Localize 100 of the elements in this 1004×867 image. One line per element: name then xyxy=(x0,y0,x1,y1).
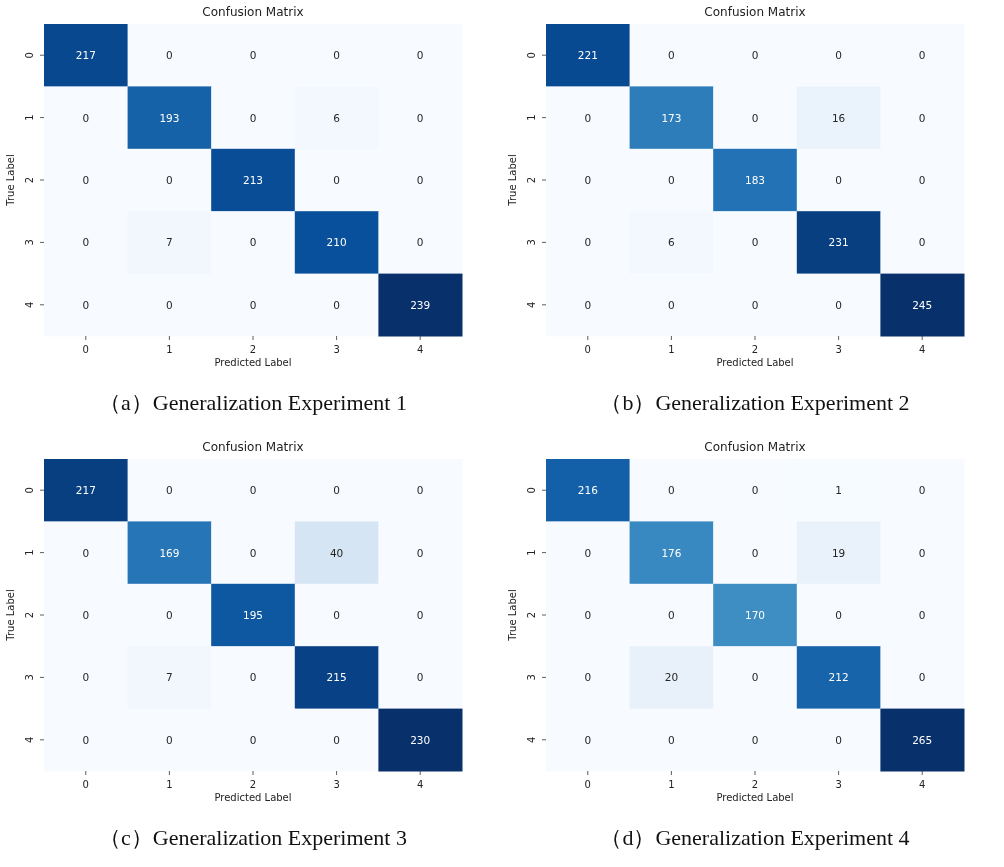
data-label: 195 xyxy=(242,609,264,621)
data-label: 0 xyxy=(835,609,842,621)
x-tick-label: 2 xyxy=(249,779,257,790)
y-tick-label: 4 xyxy=(526,301,537,308)
data-label: 0 xyxy=(82,111,90,124)
y-tick-label: 4 xyxy=(24,301,35,308)
chart-title: Confusion Matrix xyxy=(704,440,806,454)
data-label: 0 xyxy=(166,484,173,497)
x-tick-label: 4 xyxy=(417,779,424,790)
data-label: 0 xyxy=(249,733,257,746)
data-label: 0 xyxy=(751,733,759,746)
data-label: 0 xyxy=(416,671,424,684)
data-label: 0 xyxy=(82,298,90,311)
x-tick-label: 1 xyxy=(668,779,675,790)
x-axis-title: Predicted Label xyxy=(214,792,292,803)
text: （b）Generalization Experiment 2 xyxy=(600,390,910,415)
data-label: 0 xyxy=(416,546,424,559)
x-tick-label: 2 xyxy=(751,779,759,790)
data-label: 0 xyxy=(82,609,90,621)
data-label: 176 xyxy=(661,546,682,559)
data-label: 215 xyxy=(326,671,347,684)
data-label: 0 xyxy=(416,49,424,62)
x-tick-label: 4 xyxy=(417,344,424,355)
x-tick-label: 3 xyxy=(333,344,340,355)
data-label: 170 xyxy=(744,609,766,621)
data-label: 0 xyxy=(249,671,257,684)
data-label: 210 xyxy=(326,236,347,249)
x-tick-label: 2 xyxy=(751,344,759,355)
data-label: 0 xyxy=(751,484,759,497)
data-label: 0 xyxy=(166,174,173,186)
x-tick-label: 4 xyxy=(919,779,926,790)
y-tick-label: 3 xyxy=(526,239,537,246)
data-label: 0 xyxy=(416,609,424,621)
y-tick-label: 2 xyxy=(24,611,35,619)
data-label: 169 xyxy=(159,546,180,559)
data-label: 0 xyxy=(249,111,257,124)
data-label: 0 xyxy=(584,546,592,559)
data-label: 0 xyxy=(249,298,257,311)
data-label: 0 xyxy=(584,111,592,124)
data-label: 173 xyxy=(661,111,682,124)
data-label: 0 xyxy=(918,546,926,559)
data-label: 0 xyxy=(584,174,592,186)
x-tick-label: 4 xyxy=(919,344,926,355)
y-tick-label: 3 xyxy=(526,674,537,681)
data-label: 0 xyxy=(668,733,675,746)
data-label: 0 xyxy=(751,49,759,62)
data-label: 239 xyxy=(410,298,431,311)
data-label: 0 xyxy=(584,671,592,684)
y-tick-label: 1 xyxy=(526,114,537,121)
chart-title: Confusion Matrix xyxy=(202,5,304,19)
data-label: 0 xyxy=(584,733,592,746)
x-axis-title: Predicted Label xyxy=(716,792,794,803)
data-label: 0 xyxy=(166,609,173,621)
data-label: 0 xyxy=(751,671,759,684)
data-label: 0 xyxy=(584,609,592,621)
data-label: 0 xyxy=(416,484,424,497)
y-tick-label: 3 xyxy=(24,239,35,246)
data-label: 0 xyxy=(333,49,340,62)
data-label: 245 xyxy=(912,298,933,311)
x-tick-label: 1 xyxy=(166,344,173,355)
text: （a）Generalization Experiment 1 xyxy=(99,390,407,415)
data-label: 7 xyxy=(166,236,173,249)
data-label: 0 xyxy=(333,298,340,311)
data-label: 0 xyxy=(416,174,424,186)
y-tick-label: 0 xyxy=(24,52,35,59)
data-label: 7 xyxy=(166,671,173,684)
data-label: 265 xyxy=(912,733,933,746)
y-tick-label: 3 xyxy=(24,674,35,681)
y-tick-label: 1 xyxy=(526,549,537,556)
data-label: 0 xyxy=(166,49,173,62)
chart-title: Confusion Matrix xyxy=(704,5,806,19)
data-label: 0 xyxy=(668,484,675,497)
data-label: 183 xyxy=(744,174,766,186)
data-label: 0 xyxy=(333,733,340,746)
y-axis-title: True Label xyxy=(507,154,518,207)
x-tick-label: 1 xyxy=(166,779,173,790)
data-label: 0 xyxy=(918,609,926,621)
text: （d）Generalization Experiment 4 xyxy=(600,825,910,850)
data-label: 0 xyxy=(918,174,926,186)
y-axis-title: True Label xyxy=(5,154,16,207)
data-label: 0 xyxy=(82,236,90,249)
data-label: 213 xyxy=(242,174,264,186)
data-label: 0 xyxy=(835,49,842,62)
x-tick-label: 3 xyxy=(835,779,842,790)
x-tick-label: 2 xyxy=(249,344,257,355)
data-label: 0 xyxy=(584,236,592,249)
data-label: 0 xyxy=(668,174,675,186)
data-label: 0 xyxy=(918,111,926,124)
data-label: 0 xyxy=(918,671,926,684)
x-axis-title: Predicted Label xyxy=(716,357,794,368)
y-tick-label: 2 xyxy=(526,611,537,619)
data-label: 0 xyxy=(249,546,257,559)
data-label: 0 xyxy=(249,49,257,62)
data-label: 0 xyxy=(333,609,340,621)
data-label: 6 xyxy=(668,236,676,249)
y-tick-label: 1 xyxy=(24,114,35,121)
data-label: 0 xyxy=(249,236,257,249)
data-label: 217 xyxy=(75,49,96,62)
data-label: 0 xyxy=(166,733,173,746)
data-label: 0 xyxy=(835,733,842,746)
